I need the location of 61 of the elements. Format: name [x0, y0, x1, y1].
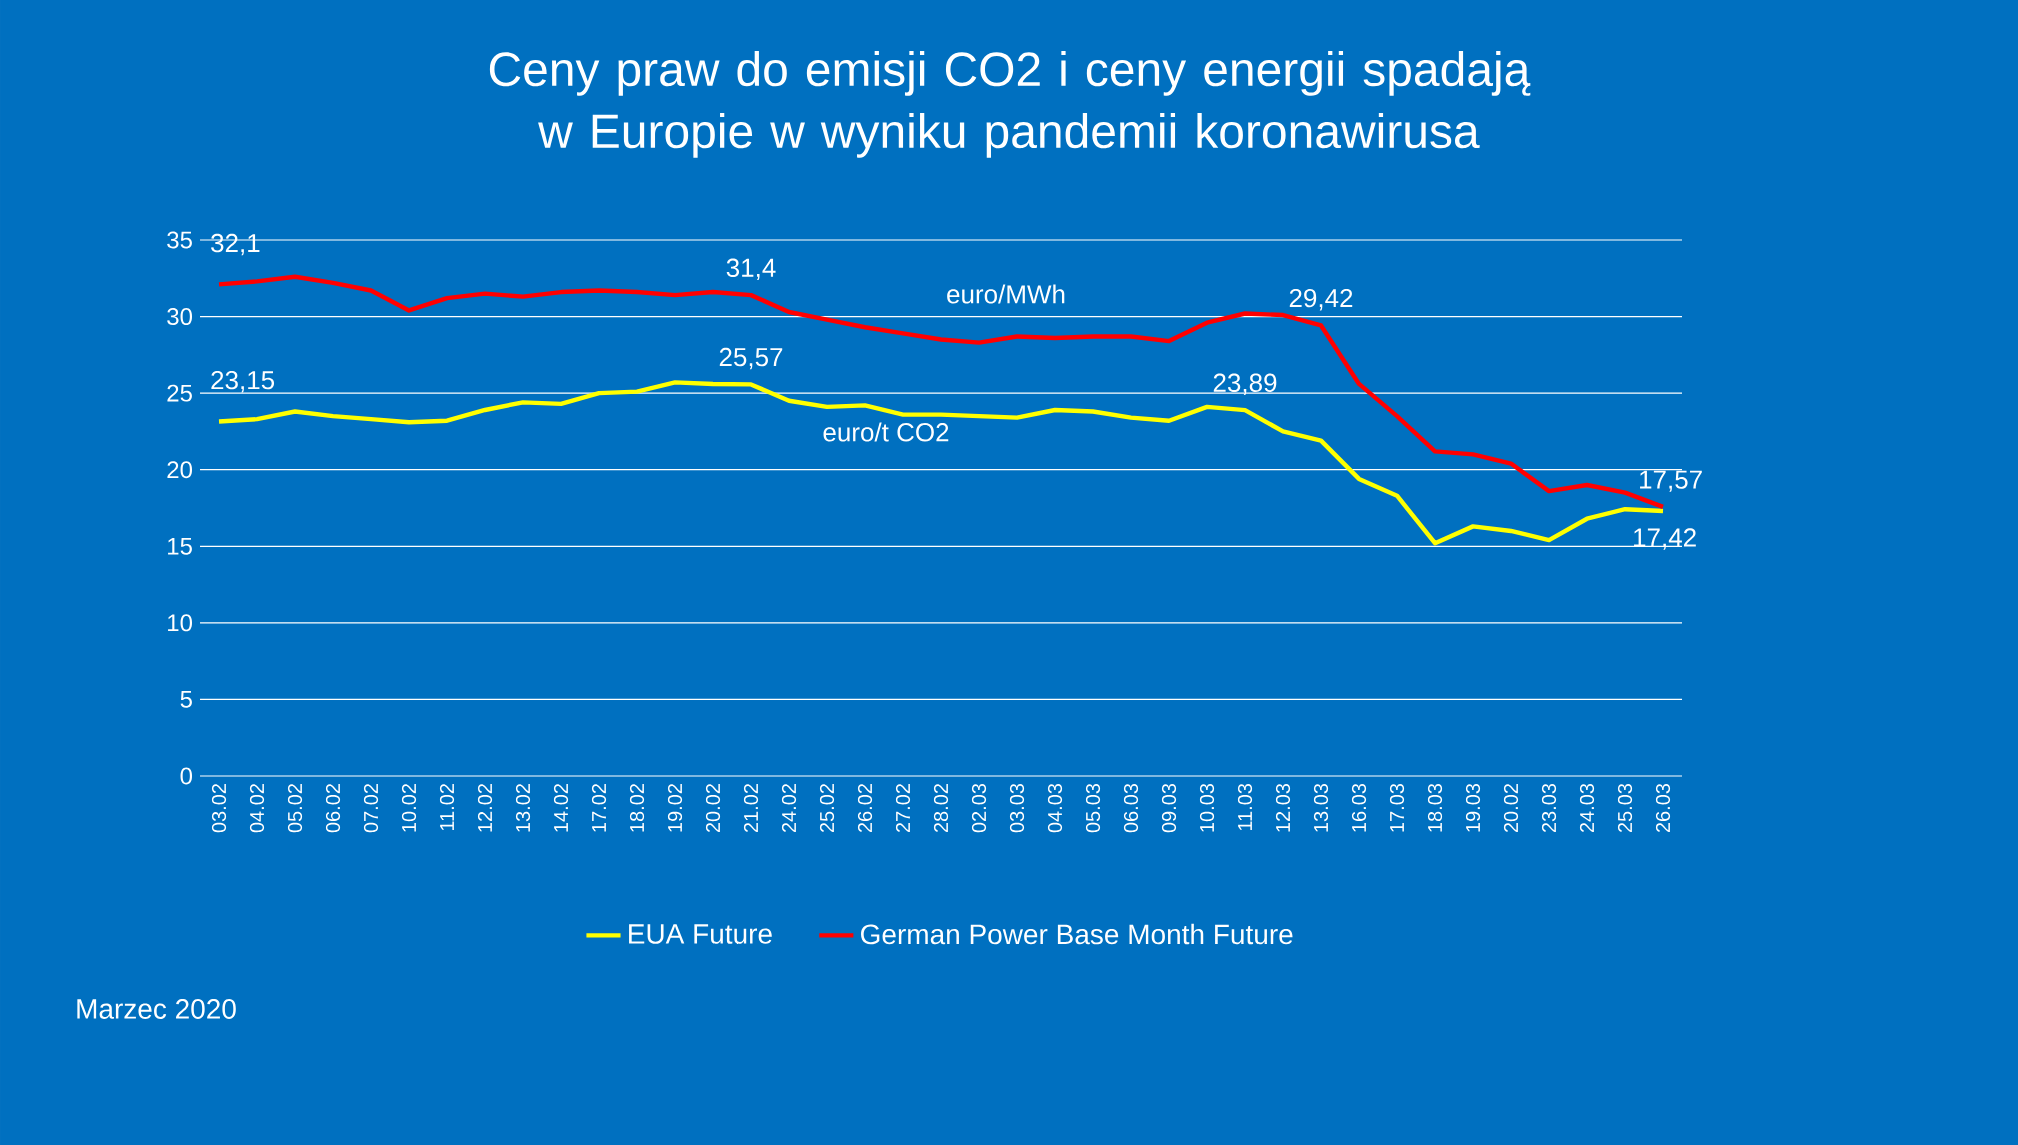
y-tick-label: 0: [180, 767, 193, 785]
x-tick-label: 10.02: [401, 784, 417, 832]
x-tick-label: 26.03: [1655, 783, 1671, 833]
x-tick-label: 09.03: [1161, 783, 1177, 833]
x-tick-label: 17.03: [1389, 783, 1405, 832]
x-tick-label: 18.03: [1427, 783, 1443, 832]
x-tick-label: 06.02: [325, 784, 341, 833]
x-tick-label: 07.02: [363, 784, 379, 833]
x-tick-label: 24.02: [781, 784, 797, 833]
x-tick-label: 19.02: [667, 784, 683, 832]
x-tick-label: 14.02: [553, 784, 569, 832]
x-tick-label: 05.02: [287, 784, 303, 833]
data-label: 29,42: [1289, 288, 1353, 311]
chart-title: Ceny praw do emisji CO2 i ceny energii spadają w Europie w wyniku pandemii koronawirusa: [489, 51, 1531, 158]
x-tick-label: 20.02: [1503, 784, 1519, 833]
data-label: 23,15: [211, 370, 275, 393]
data-label: 17,42: [1634, 528, 1696, 550]
x-tick-label: 19.03: [1465, 783, 1481, 832]
y-tick-label: 30: [167, 308, 193, 326]
x-tick-label: 20.02: [705, 784, 721, 833]
x-tick-label: 05.03: [1085, 783, 1101, 833]
x-tick-label: 16.03: [1351, 783, 1367, 832]
y-tick-label: 10: [168, 614, 193, 632]
x-tick-label: 25.03: [1617, 783, 1633, 833]
x-tick-label: 25.02: [819, 784, 835, 833]
x-tick-label: 27.02: [895, 784, 911, 833]
text: Marzec 2020: [77, 999, 236, 1019]
annotation: euro/t CO2: [823, 422, 949, 442]
legend-label: EUA Future: [629, 924, 772, 944]
x-tick-label: 18.02: [629, 784, 645, 832]
x-tick-label: 26.02: [857, 784, 873, 833]
y-tick-label: 25: [167, 384, 192, 402]
legend-label: German Power Base Month Future: [861, 923, 1293, 945]
x-tick-label: 04.02: [249, 784, 265, 833]
data-label: 25,57: [719, 347, 783, 370]
x-tick-label: 12.03: [1275, 783, 1291, 832]
annotation: euro/MWh: [947, 284, 1065, 304]
x-tick-label: 24.03: [1579, 783, 1595, 833]
x-tick-label: 03.02: [211, 784, 227, 833]
x-tick-label: 03.03: [1009, 783, 1025, 833]
x-tick-label: 12.02: [477, 784, 493, 832]
x-tick-label: 23.03: [1541, 783, 1557, 833]
x-tick-label: 21.02: [743, 784, 759, 833]
x-tick-label: 13.02: [515, 784, 531, 832]
x-tick-label: 13.03: [1313, 783, 1329, 832]
y-tick-label: 35: [167, 231, 192, 249]
data-label: 31,4: [726, 258, 776, 281]
y-tick-label: 15: [168, 537, 192, 555]
data-label: 32,1: [211, 233, 260, 256]
x-tick-label: 06.03: [1123, 783, 1139, 833]
x-tick-label: 10.03: [1199, 783, 1215, 832]
data-label: 17,57: [1640, 470, 1702, 492]
x-tick-label: 11.02: [439, 784, 455, 831]
x-tick-label: 28.02: [933, 784, 949, 833]
data-label: 23,89: [1213, 373, 1277, 396]
x-tick-label: 02.03: [971, 783, 987, 833]
y-tick-label: 20: [167, 461, 193, 479]
x-tick-label: 17.02: [591, 784, 607, 832]
x-tick-label: 11.03: [1237, 783, 1253, 831]
x-tick-label: 04.03: [1047, 783, 1063, 833]
y-tick-label: 5: [180, 691, 192, 708]
